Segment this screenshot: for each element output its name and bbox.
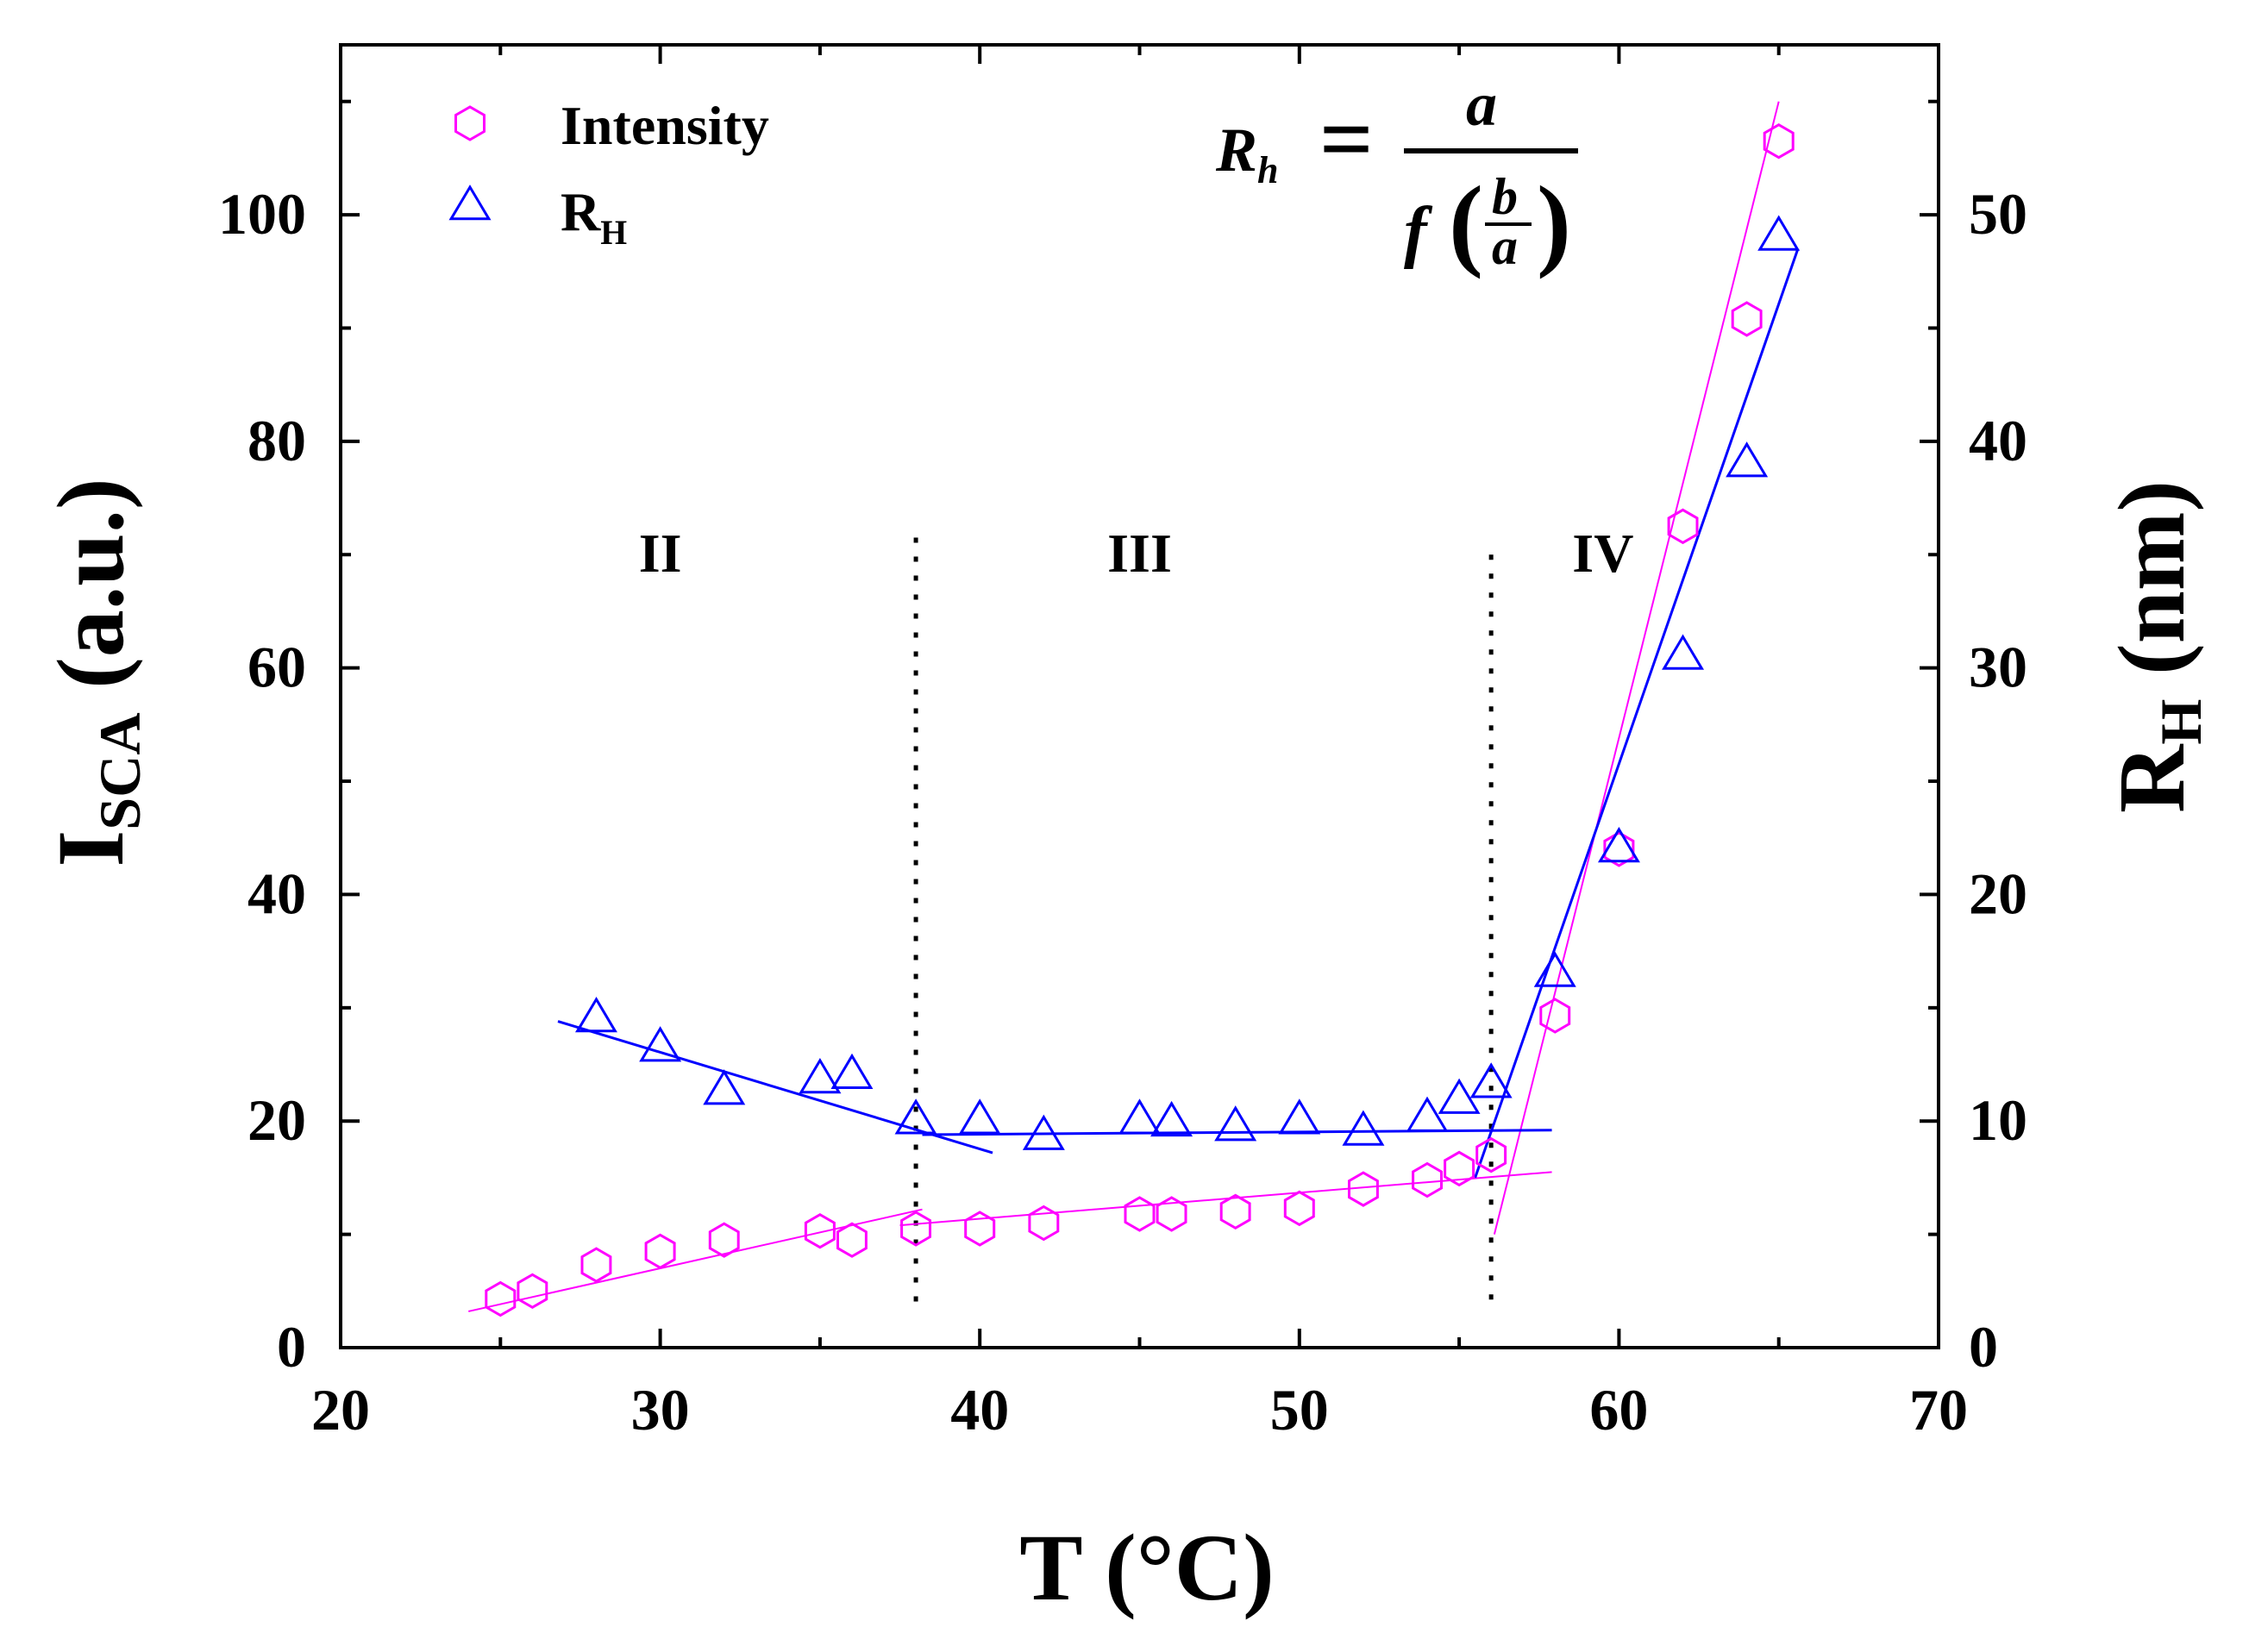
svg-text:a: a	[1492, 218, 1518, 275]
data-point-rh	[1533, 951, 1576, 987]
data-point-intensity	[836, 1222, 868, 1258]
data-point-intensity	[804, 1212, 836, 1249]
data-point-rh	[1662, 634, 1705, 670]
data-point-intensity	[900, 1211, 931, 1247]
data-markers	[485, 122, 1801, 1317]
fit-lines	[468, 101, 1800, 1312]
y-left-tick-label: 20	[247, 1087, 306, 1153]
data-point-rh	[1406, 1096, 1449, 1132]
legend: Intensity RH	[448, 95, 769, 252]
y-right-tick-label: 20	[1969, 860, 2027, 926]
region-label: IV	[1572, 523, 1633, 584]
svg-text:b: b	[1492, 168, 1518, 225]
data-point-rh	[1342, 1110, 1385, 1146]
data-point-intensity	[1444, 1150, 1475, 1187]
y-left-tick-label: 100	[218, 181, 306, 247]
data-point-intensity	[1539, 998, 1571, 1034]
data-point-rh	[1022, 1114, 1065, 1150]
data-point-intensity	[1124, 1196, 1156, 1232]
data-point-rh	[574, 997, 617, 1033]
svg-text:Rh: Rh	[1215, 116, 1279, 191]
y-axis-left-title: ISCA (a.u.)	[38, 478, 153, 867]
data-point-rh	[639, 1026, 682, 1062]
svg-text:f: f	[1404, 194, 1433, 270]
y-left-tick-label: 40	[247, 860, 306, 926]
y-right-tick-label: 10	[1969, 1087, 2027, 1153]
svg-text:=: =	[1319, 86, 1374, 191]
fit-line-rh	[557, 1020, 993, 1155]
region-labels: II III IV	[639, 523, 1634, 584]
data-point-rh	[830, 1053, 874, 1089]
svg-text:): )	[1537, 165, 1571, 279]
plot-frame	[339, 43, 1940, 1349]
data-point-intensity	[644, 1233, 676, 1270]
data-point-intensity	[964, 1211, 996, 1247]
fit-line-rh	[922, 1129, 1552, 1136]
data-point-rh	[1726, 441, 1769, 478]
region-label: II	[639, 523, 682, 584]
data-point-rh	[1597, 826, 1640, 863]
legend-rh-label: RH	[561, 181, 627, 252]
x-axis-title: T (°C)	[1019, 1515, 1275, 1620]
x-tick-label: 40	[950, 1377, 1009, 1442]
x-tick-label: 70	[1909, 1377, 1968, 1442]
region-label: III	[1107, 523, 1172, 584]
data-point-intensity	[485, 1280, 517, 1317]
data-point-intensity	[1028, 1205, 1060, 1242]
data-point-rh	[1118, 1098, 1161, 1135]
data-point-intensity	[1763, 122, 1795, 160]
data-point-rh	[1150, 1100, 1193, 1137]
data-point-rh	[1278, 1098, 1321, 1135]
y-left-tick-label: 0	[277, 1314, 306, 1380]
legend-intensity-label: Intensity	[561, 95, 769, 156]
y-right-tick-label: 50	[1969, 181, 2027, 247]
svg-text:(: (	[1449, 165, 1483, 279]
data-point-rh	[1469, 1062, 1513, 1098]
y-axis-right-title: RH (nm)	[2099, 480, 2214, 813]
data-point-rh	[958, 1098, 1001, 1135]
x-tick-label: 50	[1270, 1377, 1329, 1442]
y-right-tick-label: 0	[1969, 1314, 1998, 1380]
y-left-tick-label: 60	[247, 635, 306, 700]
y-right-tick-label: 40	[1969, 408, 2027, 473]
data-point-rh	[1438, 1078, 1481, 1114]
region-dividers	[913, 537, 1494, 1309]
data-point-intensity	[1219, 1193, 1251, 1230]
data-point-rh	[703, 1069, 746, 1105]
data-point-intensity	[1667, 508, 1699, 545]
fit-line-rh	[1474, 248, 1800, 1179]
x-tick-label: 30	[631, 1377, 690, 1442]
data-point-intensity	[1731, 301, 1763, 337]
data-point-intensity	[517, 1273, 548, 1310]
data-point-intensity	[1348, 1171, 1379, 1207]
legend-rh-marker	[448, 185, 492, 221]
data-point-intensity	[708, 1222, 740, 1258]
data-point-intensity	[1603, 831, 1635, 867]
y-left-tick-label: 80	[247, 408, 306, 473]
x-tick-label: 20	[311, 1377, 370, 1442]
svg-text:a: a	[1466, 70, 1497, 139]
data-point-intensity	[1412, 1161, 1443, 1198]
formula: Rh = a f ( b a )	[1215, 70, 1578, 279]
fit-line-intensity	[899, 1171, 1552, 1227]
data-point-rh	[1214, 1105, 1257, 1142]
data-point-rh	[1757, 215, 1801, 251]
legend-intensity-marker	[454, 105, 486, 141]
data-point-intensity	[580, 1247, 612, 1283]
data-point-intensity	[1156, 1196, 1187, 1232]
data-point-rh	[799, 1057, 842, 1094]
y-right-tick-label: 30	[1969, 635, 2027, 700]
fit-line-intensity	[1493, 101, 1780, 1235]
data-point-intensity	[1475, 1136, 1507, 1173]
x-tick-label: 60	[1589, 1377, 1648, 1442]
data-point-intensity	[1283, 1190, 1315, 1227]
data-point-rh	[894, 1098, 937, 1135]
